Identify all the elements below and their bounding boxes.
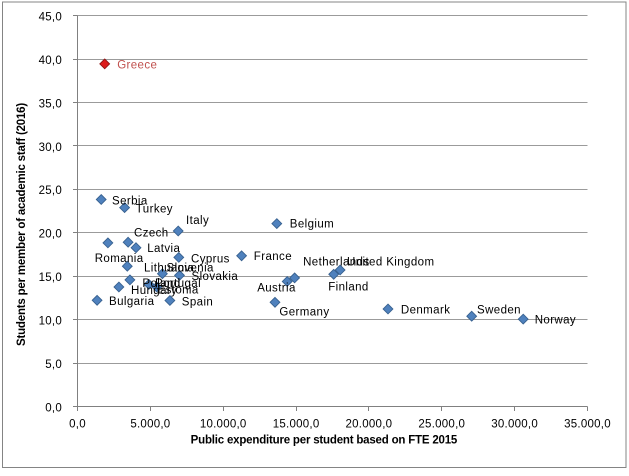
svg-text:Finland: Finland [328,282,369,294]
svg-text:Bulgaria: Bulgaria [109,296,155,308]
svg-text:Netherlands: Netherlands [303,257,369,269]
svg-text:Serbia: Serbia [112,195,148,207]
svg-text:0,0: 0,0 [69,419,86,431]
svg-text:Austria: Austria [257,283,296,295]
svg-text:30.000,0: 30.000,0 [491,419,538,431]
svg-text:45,0: 45,0 [39,12,62,24]
svg-text:30,0: 30,0 [39,142,62,154]
svg-text:10,0: 10,0 [39,316,62,328]
svg-text:Greece: Greece [117,60,157,72]
svg-text:Czech: Czech [134,227,169,239]
svg-text:5,0: 5,0 [45,359,62,371]
svg-text:Germany: Germany [279,307,329,319]
svg-text:Portugal: Portugal [155,278,201,290]
svg-text:Lithuania: Lithuania [144,263,194,275]
svg-text:Cyprus: Cyprus [191,254,230,266]
svg-text:Slovenia: Slovenia [167,263,215,275]
svg-text:Spain: Spain [182,296,213,308]
svg-text:Public expenditure per student: Public expenditure per student based on … [191,435,458,447]
svg-text:France: France [254,251,292,263]
svg-text:Latvia: Latvia [147,243,180,255]
svg-text:0,0: 0,0 [45,402,62,414]
svg-text:15,0: 15,0 [39,272,62,284]
svg-text:Denmark: Denmark [401,305,450,317]
svg-text:Students per member of academi: Students per member of academic staff (2… [16,103,28,346]
svg-text:5.000,0: 5.000,0 [130,419,170,431]
svg-text:Hungary: Hungary [131,285,177,297]
svg-text:40,0: 40,0 [39,55,62,67]
svg-text:35,0: 35,0 [39,98,62,110]
svg-text:Romania: Romania [95,253,144,265]
svg-text:Slovakia: Slovakia [192,271,239,283]
svg-text:20.000,0: 20.000,0 [346,419,393,431]
svg-text:Poland: Poland [142,278,180,290]
svg-text:25,0: 25,0 [39,185,62,197]
svg-text:10.000,0: 10.000,0 [200,419,247,431]
svg-text:Belgium: Belgium [290,218,334,230]
svg-text:Turkey: Turkey [136,203,173,215]
svg-text:United Kingdom: United Kingdom [347,257,434,269]
svg-text:25.000,0: 25.000,0 [418,419,465,431]
svg-text:Norway: Norway [535,315,576,327]
svg-text:Italy: Italy [186,215,209,227]
svg-text:20,0: 20,0 [39,229,62,241]
svg-text:15.000,0: 15.000,0 [273,419,320,431]
svg-text:35.000,0: 35.000,0 [564,419,611,431]
svg-text:Estonia: Estonia [158,285,199,297]
svg-text:Sweden: Sweden [477,305,521,317]
